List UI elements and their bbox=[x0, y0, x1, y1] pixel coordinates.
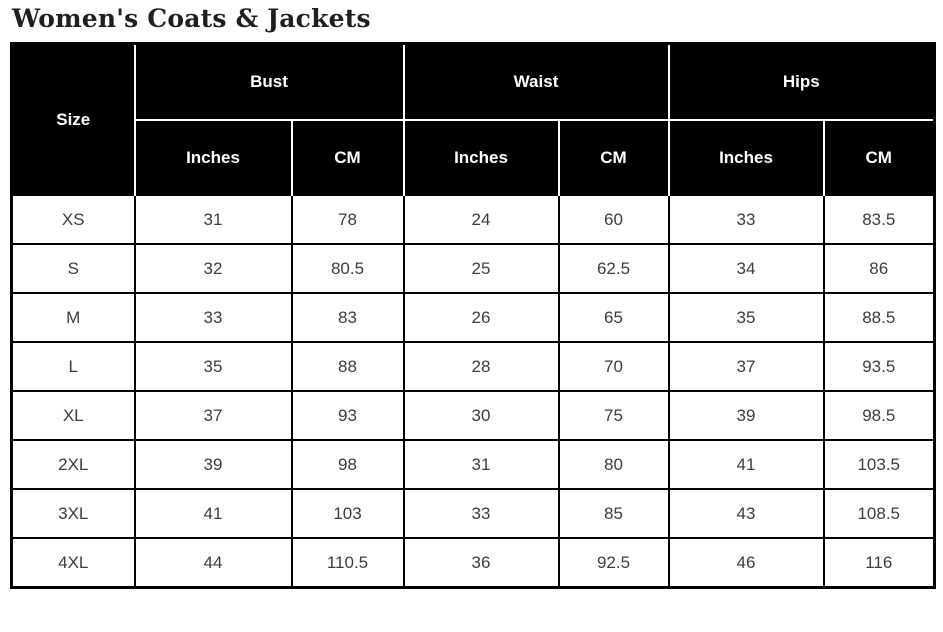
table-cell: 35 bbox=[133, 341, 293, 392]
table-cell: 37 bbox=[667, 341, 825, 392]
table-cell: 103 bbox=[290, 488, 405, 539]
table-cell: 75 bbox=[557, 390, 670, 441]
size-cell: M bbox=[10, 292, 136, 343]
size-cell: XS bbox=[10, 194, 136, 245]
table-cell: 41 bbox=[667, 439, 825, 490]
table-cell: 30 bbox=[402, 390, 560, 441]
table-row: XS 31 78 24 60 33 83.5 bbox=[10, 194, 936, 245]
size-cell: L bbox=[10, 341, 136, 392]
table-row: L 35 88 28 70 37 93.5 bbox=[10, 341, 936, 392]
table-cell: 46 bbox=[667, 537, 825, 589]
column-header-size: Size bbox=[11, 43, 136, 195]
header-sub-row: Inches CM Inches CM Inches CM bbox=[12, 120, 935, 195]
table-cell: 44 bbox=[133, 537, 293, 589]
size-cell: 2XL bbox=[10, 439, 136, 490]
size-cell: 4XL bbox=[10, 537, 136, 589]
table-header: Size Bust Waist Hips Inches CM Inches CM… bbox=[11, 43, 935, 195]
table-cell: 88 bbox=[290, 341, 405, 392]
table-row: S 32 80.5 25 62.5 34 86 bbox=[10, 243, 936, 294]
table-body: XS 31 78 24 60 33 83.5 S 32 80.5 25 62.5… bbox=[10, 194, 936, 589]
size-cell: XL bbox=[10, 390, 136, 441]
subheader-waist-cm: CM bbox=[558, 120, 670, 195]
table-cell: 25 bbox=[402, 243, 560, 294]
subheader-waist-inches: Inches bbox=[403, 120, 560, 195]
table-row: 4XL 44 110.5 36 92.5 46 116 bbox=[10, 537, 936, 589]
subheader-hips-inches: Inches bbox=[668, 120, 825, 195]
size-cell: S bbox=[10, 243, 136, 294]
table-cell: 70 bbox=[557, 341, 670, 392]
table-cell: 116 bbox=[822, 537, 936, 589]
subheader-hips-cm: CM bbox=[823, 120, 935, 195]
table-cell: 37 bbox=[133, 390, 293, 441]
table-cell: 26 bbox=[402, 292, 560, 343]
table-cell: 85 bbox=[557, 488, 670, 539]
table-cell: 80 bbox=[557, 439, 670, 490]
column-header-hips: Hips bbox=[668, 43, 935, 121]
page-title: Women's Coats & Jackets bbox=[12, 4, 371, 33]
table-row: M 33 83 26 65 35 88.5 bbox=[10, 292, 936, 343]
table-cell: 98.5 bbox=[822, 390, 936, 441]
size-cell: 3XL bbox=[10, 488, 136, 539]
table-cell: 92.5 bbox=[557, 537, 670, 589]
table-cell: 93 bbox=[290, 390, 405, 441]
size-chart-table: Size Bust Waist Hips Inches CM Inches CM… bbox=[10, 42, 936, 589]
table-cell: 41 bbox=[133, 488, 293, 539]
table-cell: 31 bbox=[402, 439, 560, 490]
table-cell: 24 bbox=[402, 194, 560, 245]
table-cell: 35 bbox=[667, 292, 825, 343]
table-cell: 36 bbox=[402, 537, 560, 589]
table-cell: 28 bbox=[402, 341, 560, 392]
table-cell: 110.5 bbox=[290, 537, 405, 589]
table-cell: 65 bbox=[557, 292, 670, 343]
table-cell: 83 bbox=[290, 292, 405, 343]
table-cell: 78 bbox=[290, 194, 405, 245]
subheader-bust-cm: CM bbox=[291, 120, 405, 195]
table-cell: 80.5 bbox=[290, 243, 405, 294]
table-cell: 86 bbox=[822, 243, 936, 294]
table-cell: 62.5 bbox=[557, 243, 670, 294]
table-cell: 60 bbox=[557, 194, 670, 245]
column-header-waist: Waist bbox=[403, 43, 670, 121]
table-cell: 33 bbox=[667, 194, 825, 245]
table-cell: 43 bbox=[667, 488, 825, 539]
subheader-bust-inches: Inches bbox=[134, 120, 293, 195]
table-cell: 88.5 bbox=[822, 292, 936, 343]
table-cell: 33 bbox=[133, 292, 293, 343]
table-row: 3XL 41 103 33 85 43 108.5 bbox=[10, 488, 936, 539]
table-cell: 34 bbox=[667, 243, 825, 294]
table-cell: 33 bbox=[402, 488, 560, 539]
table-cell: 39 bbox=[133, 439, 293, 490]
column-header-bust: Bust bbox=[134, 43, 405, 121]
table-cell: 31 bbox=[133, 194, 293, 245]
table-cell: 83.5 bbox=[822, 194, 936, 245]
table-row: 2XL 39 98 31 80 41 103.5 bbox=[10, 439, 936, 490]
table-cell: 39 bbox=[667, 390, 825, 441]
table-cell: 103.5 bbox=[822, 439, 936, 490]
table-cell: 32 bbox=[133, 243, 293, 294]
header-group-row: Size Bust Waist Hips bbox=[11, 43, 935, 195]
table-cell: 98 bbox=[290, 439, 405, 490]
table-row: XL 37 93 30 75 39 98.5 bbox=[10, 390, 936, 441]
table-cell: 93.5 bbox=[822, 341, 936, 392]
table-cell: 108.5 bbox=[822, 488, 936, 539]
